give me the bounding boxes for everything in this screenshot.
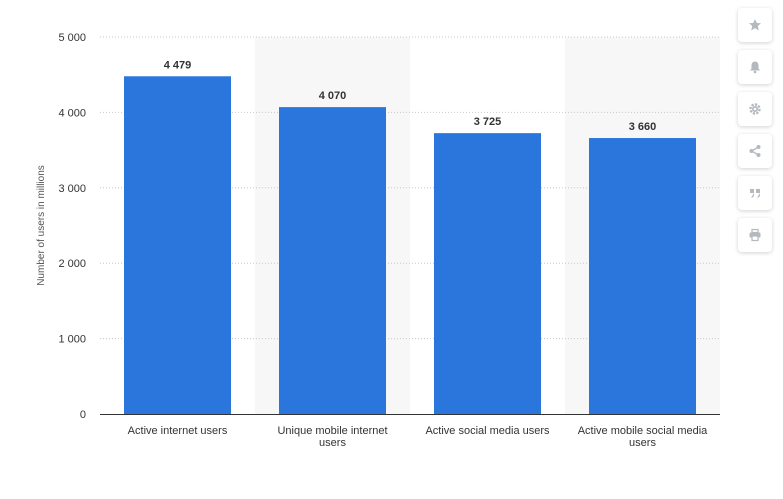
quote-icon xyxy=(750,189,760,198)
y-tick-label: 3 000 xyxy=(58,183,86,195)
share-icon xyxy=(749,145,761,157)
toolbar xyxy=(738,8,774,260)
data-label: 3 660 xyxy=(629,121,657,133)
bell-icon xyxy=(750,61,760,74)
bar xyxy=(124,76,231,415)
data-label: 4 479 xyxy=(164,59,192,71)
notification-button[interactable] xyxy=(738,50,772,84)
bar xyxy=(589,138,696,414)
y-tick-label: 4 000 xyxy=(58,107,86,119)
bar xyxy=(434,133,541,414)
data-labels: 4 479 4 070 3 725 3 660 xyxy=(164,59,657,133)
category-label: Unique mobile internet users xyxy=(277,425,387,449)
category-label: Active mobile social media users xyxy=(578,425,708,449)
y-axis-label: Number of users in millions xyxy=(36,165,47,286)
category-labels: Active internet users Unique mobile inter… xyxy=(128,425,709,449)
print-icon xyxy=(749,228,761,242)
favorite-button[interactable] xyxy=(738,8,772,42)
y-axis-ticks: 0 1 000 2 000 3 000 4 000 5 000 xyxy=(58,32,86,421)
cite-button[interactable] xyxy=(738,176,772,210)
settings-button[interactable] xyxy=(738,92,772,126)
category-label: Active internet users xyxy=(128,425,228,437)
share-button[interactable] xyxy=(738,134,772,168)
category-label: Active social media users xyxy=(425,425,550,437)
star-icon xyxy=(749,19,761,31)
y-tick-label: 0 xyxy=(80,409,86,421)
data-label: 3 725 xyxy=(474,116,502,128)
gear-icon xyxy=(749,103,761,115)
bar xyxy=(279,107,386,414)
y-tick-label: 2 000 xyxy=(58,258,86,270)
data-label: 4 070 xyxy=(319,90,347,102)
y-tick-label: 1 000 xyxy=(58,334,86,346)
bars xyxy=(124,76,696,415)
print-button[interactable] xyxy=(738,218,772,252)
y-tick-label: 5 000 xyxy=(58,32,86,44)
bar-chart: 0 1 000 2 000 3 000 4 000 5 000 4 479 4 070 3 7… xyxy=(36,32,720,449)
